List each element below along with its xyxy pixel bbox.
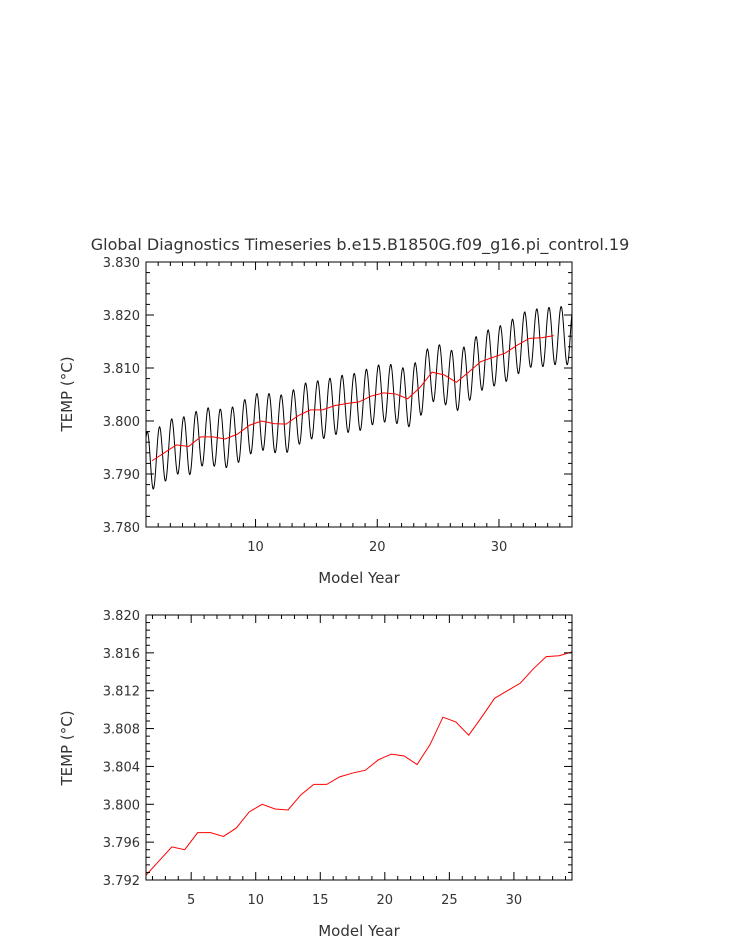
plot-frame: [145, 261, 573, 528]
x-tick-label: 30: [491, 540, 508, 555]
y-axis-label: TEMP (°C): [58, 356, 76, 432]
y-tick-label: 3.790: [103, 468, 140, 483]
y-tick-label: 3.816: [103, 647, 140, 662]
y-tick-label: 3.812: [103, 685, 140, 700]
top-chart: Global Diagnostics Timeseries b.e15.B185…: [58, 235, 629, 587]
y-tick-label: 3.830: [103, 256, 140, 271]
y-tick-label: 3.810: [103, 362, 140, 377]
x-tick-label: 30: [506, 893, 523, 908]
y-axis-label: TEMP (°C): [58, 710, 76, 786]
y-tick-label: 3.820: [103, 309, 140, 324]
series-line-annual-mean: [151, 335, 554, 462]
y-tick-label: 3.800: [103, 798, 140, 813]
y-tick-label: 3.808: [103, 723, 140, 738]
x-tick-label: 20: [369, 540, 386, 555]
x-axis-label: Model Year: [318, 922, 400, 940]
y-tick-label: 3.804: [103, 760, 140, 775]
x-tick-label: 10: [247, 893, 264, 908]
x-tick-label: 20: [377, 893, 394, 908]
series-line-annual-mean: [145, 651, 573, 876]
x-axis-label: Model Year: [318, 569, 400, 587]
plot-frame: [145, 614, 573, 881]
x-tick-label: 15: [312, 893, 329, 908]
y-tick-label: 3.800: [103, 415, 140, 430]
x-tick-label: 25: [441, 893, 458, 908]
y-tick-label: 3.796: [103, 836, 140, 851]
y-tick-label: 3.780: [103, 521, 140, 536]
series-line-monthly: [145, 306, 573, 490]
x-tick-label: 10: [247, 540, 264, 555]
bottom-chart: 3.792 3.796 3.800 3.804 3.808 3.812 3.816 3.820…: [58, 609, 573, 940]
x-tick-label: 5: [187, 893, 195, 908]
y-tick-label: 3.820: [103, 609, 140, 624]
y-tick-label: 3.792: [103, 874, 140, 889]
chart-title: Global Diagnostics Timeseries b.e15.B185…: [91, 235, 630, 255]
